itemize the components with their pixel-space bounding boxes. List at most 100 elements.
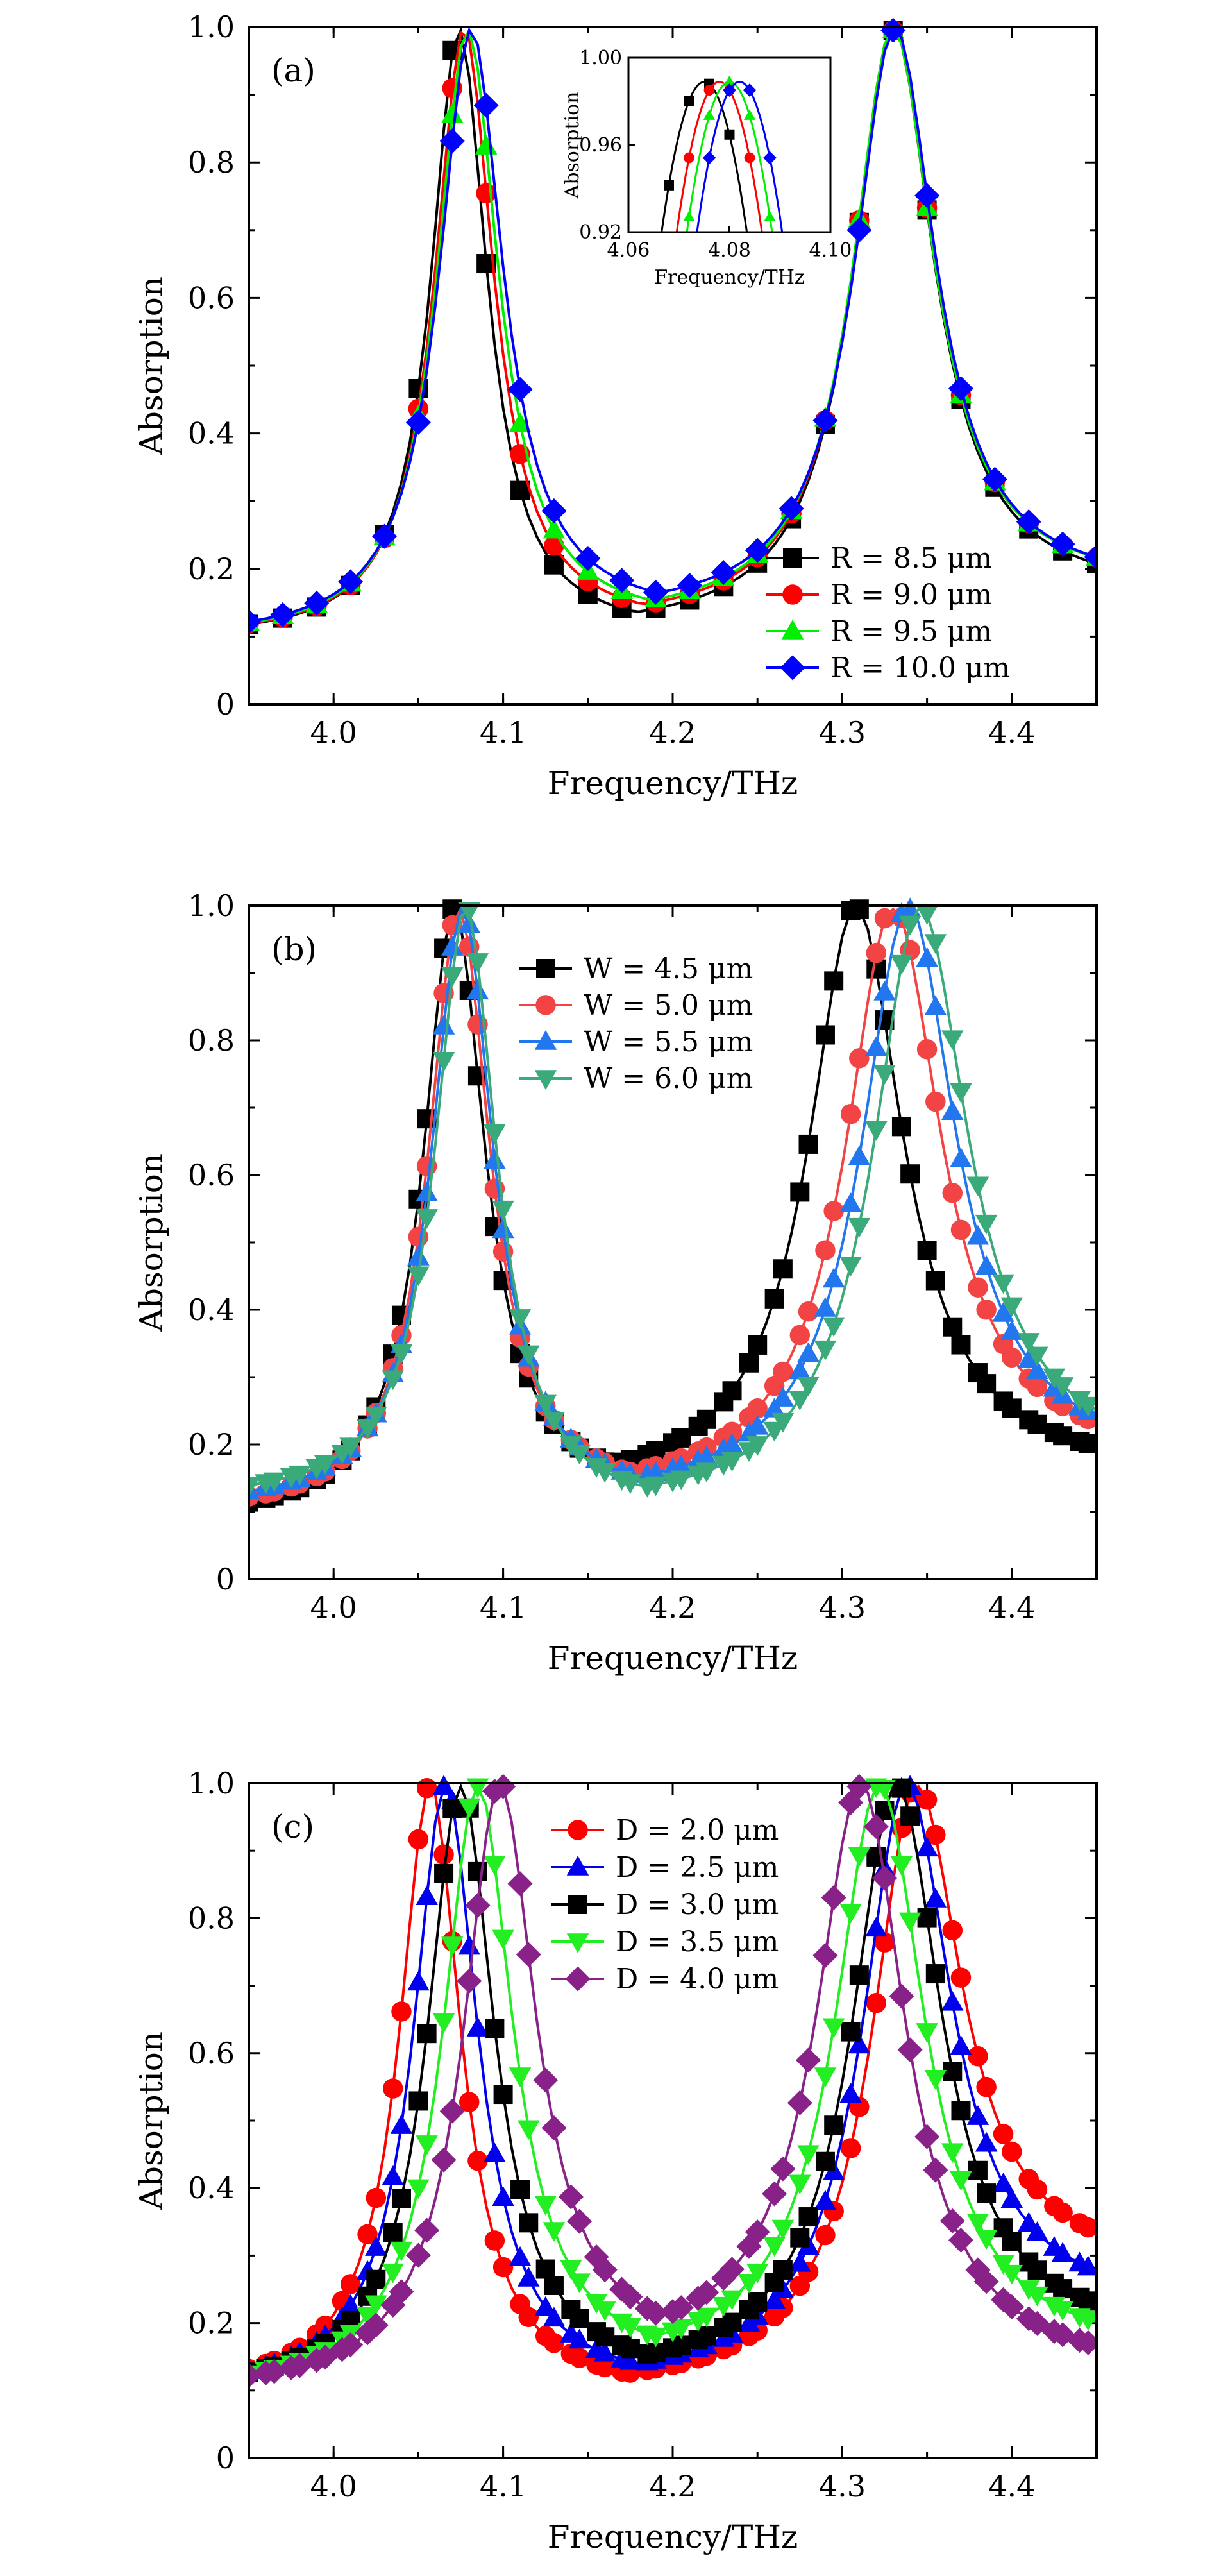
data-point <box>966 2214 989 2233</box>
panel-b: 4.0 4.1 4.2 4.3 4.4 0 0.2 0.4 0.6 0.8 1.0 Frequency… <box>133 888 1098 1677</box>
legend-entry: D = 2.0 μm <box>616 1814 779 1847</box>
data-point <box>1027 2260 1047 2280</box>
series-4 <box>249 902 1097 1498</box>
data-point <box>966 1224 989 1245</box>
data-point <box>948 376 973 402</box>
legend-marker <box>536 959 555 978</box>
data-point <box>746 1436 769 1456</box>
data-point <box>593 2301 616 2321</box>
data-point <box>407 1245 430 1266</box>
data-point <box>924 1887 947 1908</box>
data-point <box>796 2047 821 2073</box>
data-point <box>365 2236 387 2256</box>
data-point <box>916 1790 938 1810</box>
legend-entry: W = 5.5 μm <box>584 1026 753 1058</box>
data-point <box>797 2145 820 2165</box>
legend-marker <box>534 1070 557 1090</box>
data-point <box>739 1353 759 1373</box>
data-point <box>407 2179 430 2199</box>
inset-data-point <box>743 109 756 120</box>
data-point <box>992 1302 1014 1322</box>
data-point <box>746 1414 769 1435</box>
data-point <box>872 1865 897 1891</box>
legend-entry: R = 8.5 μm <box>830 542 992 575</box>
inset-x-tick-label: 4.10 <box>809 239 852 262</box>
data-point <box>609 568 635 593</box>
data-point <box>849 899 869 919</box>
data-point <box>798 1301 819 1322</box>
data-point <box>839 1192 862 1212</box>
inset-data-point <box>623 920 634 931</box>
legend-entry: D = 3.0 μm <box>616 1888 779 1921</box>
data-point <box>414 2217 440 2243</box>
legend-marker <box>566 1856 589 1876</box>
data-point <box>839 2083 862 2103</box>
data-point <box>950 1083 972 1103</box>
data-point <box>1000 2264 1023 2285</box>
data-point <box>695 1462 718 1483</box>
data-point <box>814 2067 837 2088</box>
data-point <box>773 1259 793 1279</box>
data-point <box>849 1965 869 1985</box>
data-point <box>390 2114 413 2134</box>
data-point <box>771 1412 795 1433</box>
data-point <box>762 2181 787 2207</box>
data-point <box>543 1412 566 1432</box>
inset-plot-area <box>623 75 784 931</box>
inset-data-point <box>644 332 654 343</box>
data-point <box>865 1121 888 1141</box>
data-point <box>458 913 480 933</box>
data-point <box>848 1847 871 1867</box>
data-point <box>484 2230 505 2251</box>
series-3 <box>249 1778 1097 2382</box>
data-point <box>518 2307 539 2328</box>
data-point <box>939 2208 965 2233</box>
legend-entry: W = 4.5 μm <box>584 953 753 985</box>
inset-y-tick-label: 0.96 <box>579 134 622 157</box>
data-point <box>968 1277 988 1298</box>
data-point <box>941 1030 964 1051</box>
data-point <box>779 496 804 521</box>
data-point <box>1026 1346 1048 1367</box>
data-point <box>721 2290 743 2310</box>
x-tick-label: 4.2 <box>649 2469 696 2504</box>
data-point <box>441 967 464 987</box>
legend-entry: D = 4.0 μm <box>616 1963 779 1996</box>
data-point <box>898 1912 922 1933</box>
data-point <box>575 546 601 572</box>
data-point <box>914 183 940 208</box>
data-point <box>249 1477 260 1497</box>
data-point <box>992 1274 1014 1294</box>
x-tick-label: 4.1 <box>480 715 526 750</box>
data-point <box>976 2076 997 2097</box>
inset-y-tick-label: 1.00 <box>579 47 622 69</box>
inset-data-point <box>702 151 716 165</box>
y-tick-label: 0.4 <box>188 1292 235 1327</box>
data-point <box>457 1968 482 1994</box>
data-point <box>968 2046 988 2067</box>
inset-data-point <box>684 152 694 164</box>
legend-marker <box>780 655 805 681</box>
legend-marker <box>535 995 556 1015</box>
data-point <box>770 2156 796 2182</box>
data-point <box>475 135 498 155</box>
data-point <box>416 1182 438 1202</box>
data-point <box>493 2085 513 2105</box>
legend-marker <box>782 584 803 605</box>
data-point <box>815 2151 835 2171</box>
inset-chart: 4.06 4.08 4.10 0.92 0.96 1.00 Frequency/THz Abs… <box>561 47 852 931</box>
data-point <box>720 2257 745 2282</box>
data-point <box>1084 544 1097 570</box>
data-point <box>507 1871 533 1897</box>
inset-data-point <box>765 434 775 444</box>
inset-x-tick-label: 4.06 <box>607 239 650 262</box>
data-point <box>849 1048 870 1069</box>
data-point <box>669 2319 693 2339</box>
data-point <box>1052 2202 1073 2223</box>
data-point <box>338 2332 364 2358</box>
plot-area <box>249 17 1097 634</box>
y-tick-label: 0 <box>216 2441 235 2475</box>
data-point <box>942 1920 963 1941</box>
data-point <box>848 1217 871 1238</box>
